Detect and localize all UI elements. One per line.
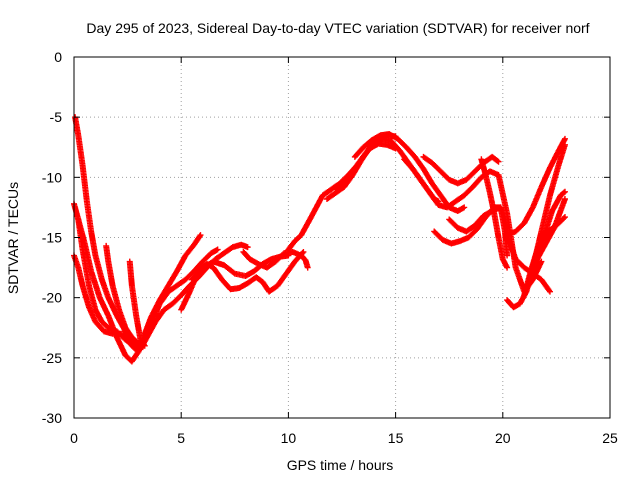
x-tick-label: 5 [177,430,185,446]
y-axis-label: SDTVAR / TECUs [5,182,21,294]
series-arc-23 [531,188,568,271]
series-arc-13 [351,131,468,215]
grid-lines [74,57,610,418]
axis-ticks: 0 5 10 15 20 25 0 -5 -10 -15 -20 -25 -30 [42,49,618,446]
series-arc-9 [240,248,311,271]
y-tick-label: -20 [42,290,62,306]
chart-title: Day 295 of 2023, Sidereal Day-to-day VTE… [86,20,589,36]
data-point-markers [531,188,568,271]
data-point-markers [332,140,399,193]
data-point-markers [240,248,311,271]
x-tick-label: 20 [495,430,511,446]
series-arc-19 [504,135,568,239]
x-tick-label: 0 [70,430,78,446]
series-arc-5 [103,242,142,347]
y-tick-label: -10 [42,169,62,185]
series-arc-18 [478,156,511,271]
series-arc-6 [126,258,148,349]
y-tick-label: -15 [42,230,62,246]
y-tick-label: -25 [42,350,62,366]
data-points [71,114,568,365]
y-tick-label: -30 [42,410,62,426]
x-tick-label: 10 [281,430,297,446]
data-point-markers [478,156,511,271]
x-tick-label: 25 [602,430,618,446]
y-tick-label: 0 [54,49,62,65]
y-tick-label: -5 [50,109,63,125]
x-tick-label: 15 [388,430,404,446]
data-point-markers [351,131,468,215]
series-arc-12 [332,140,399,193]
data-point-markers [126,258,148,349]
x-axis-label: GPS time / hours [287,457,394,473]
data-point-markers [103,242,142,347]
data-point-markers [504,135,568,239]
